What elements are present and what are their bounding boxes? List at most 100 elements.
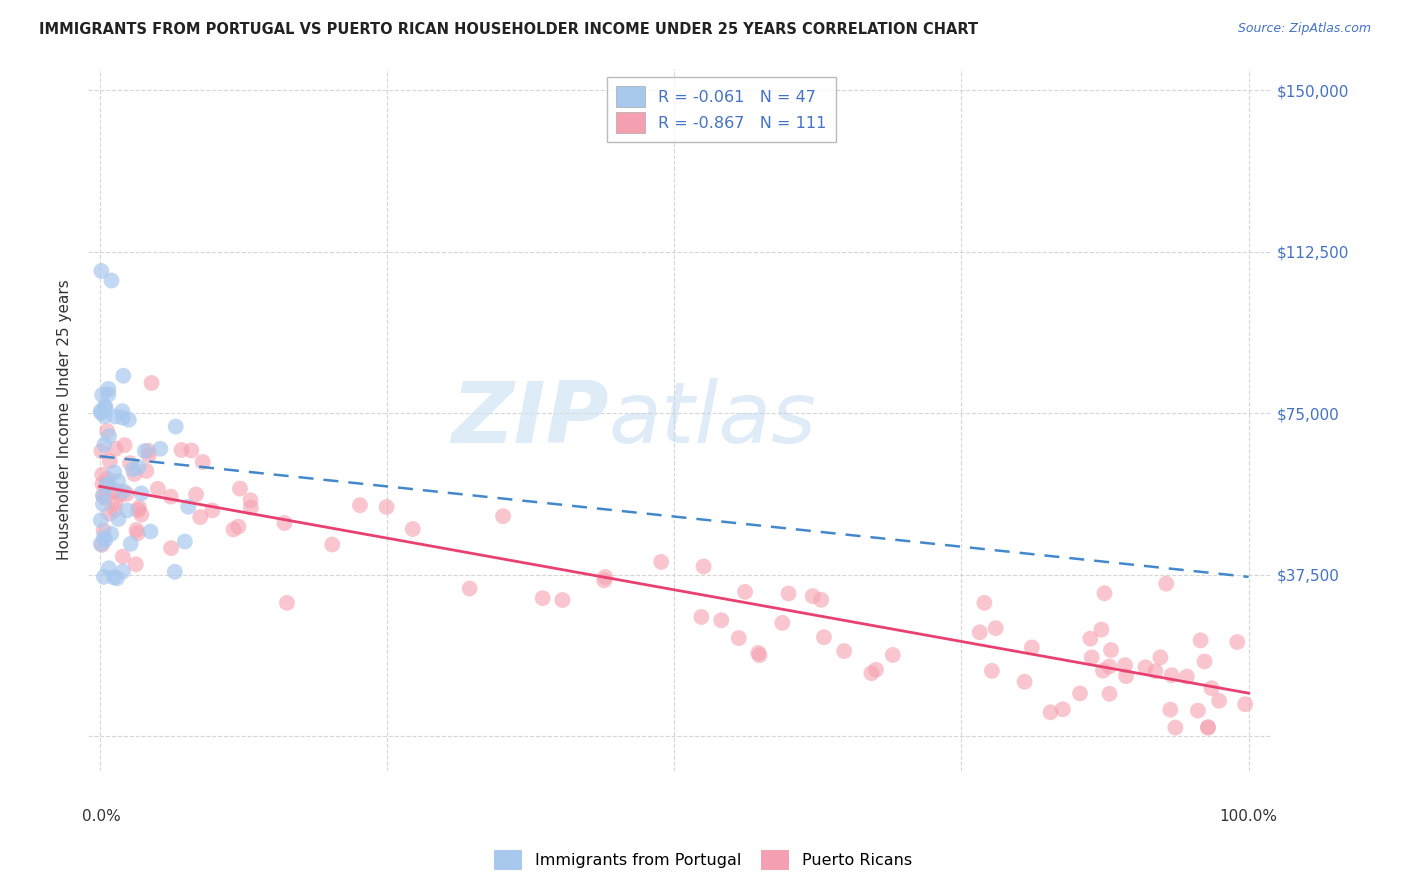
- Point: [135, 464, 157, 478]
- Point: [111, 404, 134, 418]
- Point: [1098, 687, 1121, 701]
- Point: [90, 537, 112, 551]
- Point: [1091, 664, 1114, 678]
- Point: [127, 526, 149, 541]
- Point: [276, 596, 298, 610]
- Point: [747, 646, 769, 660]
- Point: [125, 523, 148, 537]
- Point: [94, 401, 117, 415]
- Point: [122, 462, 145, 476]
- Point: [173, 534, 195, 549]
- Point: [107, 512, 129, 526]
- Text: 100.0%: 100.0%: [1219, 809, 1278, 824]
- Point: [91, 476, 114, 491]
- Point: [321, 537, 343, 551]
- Point: [1115, 669, 1137, 683]
- Point: [118, 412, 141, 426]
- Point: [128, 460, 150, 475]
- Point: [93, 524, 115, 538]
- Point: [1159, 703, 1181, 717]
- Point: [91, 488, 114, 502]
- Point: [188, 510, 211, 524]
- Point: [131, 508, 153, 522]
- Text: atlas: atlas: [609, 378, 817, 461]
- Point: [1052, 702, 1074, 716]
- Point: [90, 404, 112, 418]
- Point: [1014, 674, 1036, 689]
- Y-axis label: Householder Income Under 25 years: Householder Income Under 25 years: [58, 279, 72, 560]
- Point: [97, 561, 120, 575]
- Point: [93, 437, 115, 451]
- Point: [980, 664, 1002, 678]
- Point: [96, 477, 118, 491]
- Point: [1197, 720, 1219, 734]
- Point: [882, 648, 904, 662]
- Point: [1194, 655, 1216, 669]
- Point: [1098, 659, 1121, 673]
- Point: [96, 477, 118, 491]
- Point: [692, 559, 714, 574]
- Point: [96, 424, 118, 438]
- Point: [1154, 576, 1177, 591]
- Point: [1114, 658, 1136, 673]
- Point: [120, 537, 142, 551]
- Point: [91, 497, 114, 511]
- Point: [593, 570, 616, 584]
- Point: [170, 442, 193, 457]
- Point: [222, 523, 245, 537]
- Point: [115, 503, 138, 517]
- Point: [103, 570, 125, 584]
- Point: [239, 500, 262, 515]
- Point: [813, 630, 835, 644]
- Point: [91, 538, 114, 552]
- Point: [273, 516, 295, 530]
- Point: [97, 382, 120, 396]
- Point: [111, 549, 134, 564]
- Point: [1135, 660, 1157, 674]
- Point: [1201, 681, 1223, 696]
- Point: [1208, 694, 1230, 708]
- Point: [860, 666, 883, 681]
- Point: [125, 558, 148, 572]
- Text: 0.0%: 0.0%: [82, 809, 121, 824]
- Point: [104, 484, 127, 499]
- Point: [103, 466, 125, 480]
- Point: [1144, 664, 1167, 678]
- Point: [97, 477, 120, 491]
- Point: [1021, 640, 1043, 655]
- Point: [146, 482, 169, 496]
- Point: [690, 610, 713, 624]
- Point: [91, 467, 114, 482]
- Point: [90, 264, 112, 278]
- Point: [124, 467, 146, 481]
- Point: [1226, 635, 1249, 649]
- Point: [111, 410, 134, 425]
- Point: [98, 429, 121, 443]
- Point: [100, 526, 122, 541]
- Point: [104, 409, 127, 424]
- Point: [118, 456, 141, 470]
- Point: [1175, 669, 1198, 683]
- Point: [201, 503, 224, 517]
- Point: [770, 615, 793, 630]
- Point: [973, 596, 995, 610]
- Point: [734, 585, 756, 599]
- Point: [1069, 686, 1091, 700]
- Point: [90, 444, 112, 458]
- Point: [748, 648, 770, 663]
- Point: [93, 530, 115, 544]
- Legend: R = -0.061   N = 47, R = -0.867   N = 111: R = -0.061 N = 47, R = -0.867 N = 111: [607, 77, 835, 143]
- Point: [114, 438, 136, 452]
- Point: [134, 444, 156, 458]
- Point: [93, 489, 115, 503]
- Point: [160, 541, 183, 555]
- Point: [180, 443, 202, 458]
- Point: [138, 448, 160, 462]
- Point: [98, 507, 121, 521]
- Point: [1099, 643, 1122, 657]
- Point: [1160, 668, 1182, 682]
- Point: [1039, 706, 1062, 720]
- Point: [184, 487, 207, 501]
- Point: [141, 376, 163, 390]
- Point: [1094, 586, 1116, 600]
